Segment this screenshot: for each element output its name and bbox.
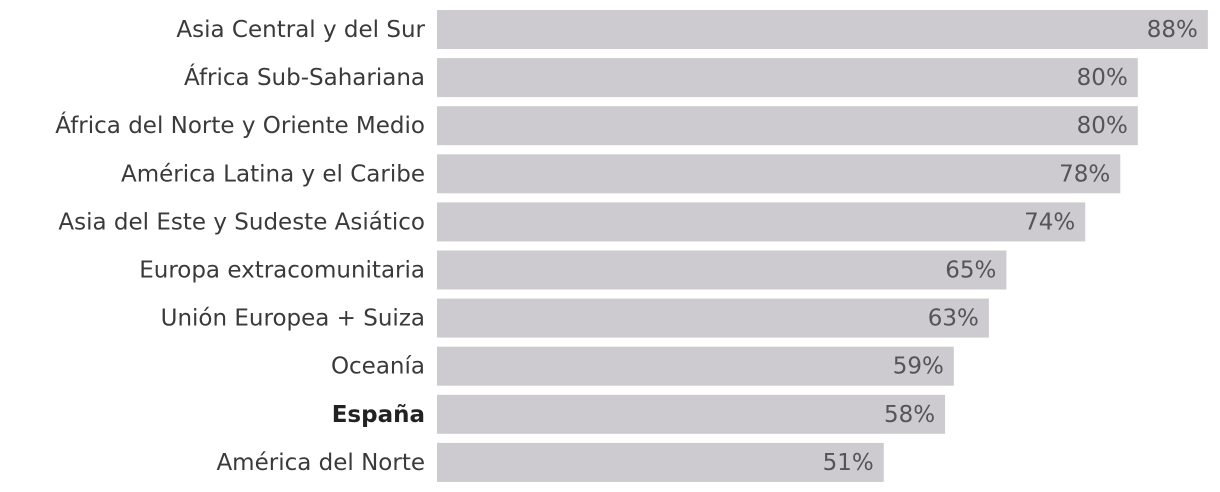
bar — [437, 394, 946, 434]
bar — [437, 250, 1007, 290]
category-label: Asia del Este y Sudeste Asiático — [58, 209, 425, 235]
value-label: 51% — [823, 450, 874, 476]
category-label: Unión Europea + Suiza — [161, 306, 425, 332]
category-label: África Sub-Sahariana — [184, 63, 425, 91]
category-label: Europa extracomunitaria — [139, 258, 425, 284]
bar — [437, 298, 989, 338]
value-label: 88% — [1147, 17, 1198, 43]
value-label: 80% — [1077, 65, 1128, 91]
bar — [437, 154, 1121, 194]
value-label: 74% — [1024, 209, 1075, 235]
value-label: 80% — [1077, 113, 1128, 139]
category-label: América Latina y el Caribe — [121, 161, 425, 187]
category-label: España — [332, 402, 425, 428]
bar — [437, 202, 1086, 242]
category-label: África del Norte y Oriente Medio — [55, 111, 425, 139]
value-label: 58% — [884, 402, 935, 428]
value-label: 63% — [928, 306, 979, 332]
value-label: 59% — [893, 354, 944, 380]
category-label: Oceanía — [331, 354, 425, 380]
category-label: América del Norte — [216, 450, 425, 476]
value-label: 65% — [945, 258, 996, 284]
bar — [437, 58, 1138, 98]
bar — [437, 10, 1208, 49]
bar — [437, 106, 1138, 146]
value-label: 78% — [1059, 161, 1110, 187]
bar — [437, 442, 884, 482]
category-label: Asia Central y del Sur — [176, 17, 425, 43]
bar — [437, 346, 954, 386]
